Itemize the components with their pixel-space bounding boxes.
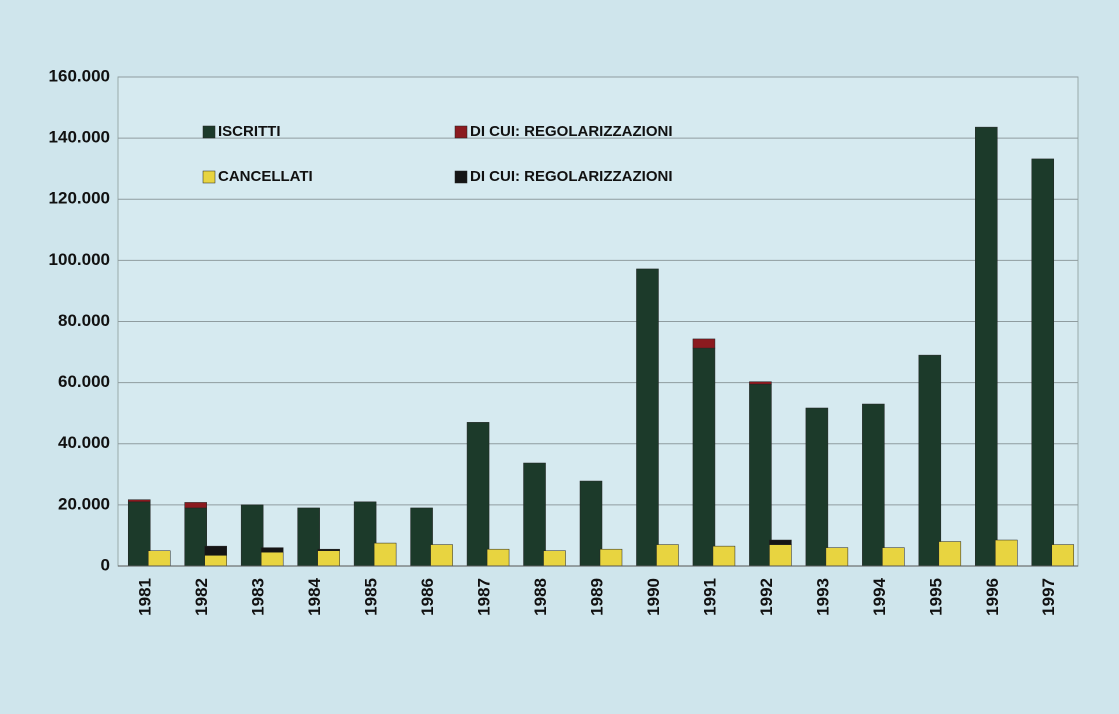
y-tick-label: 80.000 (58, 311, 110, 330)
legend-label: DI CUI: REGOLARIZZAZIONI (470, 123, 673, 140)
bar-segment (769, 544, 792, 567)
x-tick-label: 1987 (475, 578, 494, 616)
legend-label: CANCELLATI (218, 168, 313, 185)
bar-segment (523, 462, 546, 567)
bar-segment (918, 354, 942, 567)
x-tick-label: 1989 (587, 578, 606, 616)
y-tick-label: 20.000 (58, 494, 110, 513)
bar-segment (636, 268, 659, 567)
x-tick-label: 1982 (192, 578, 211, 616)
bar-segment (466, 422, 490, 567)
bar-segment (297, 507, 320, 567)
bar-segment (712, 545, 736, 567)
bar-segment (373, 542, 397, 567)
bar-segment (805, 407, 829, 567)
y-tick-label: 0 (101, 555, 110, 574)
y-tick-label: 40.000 (58, 433, 110, 452)
y-tick-label: 140.000 (49, 128, 110, 147)
bar-segment (825, 547, 849, 567)
bar-segment (938, 541, 962, 567)
bar-segment (692, 347, 716, 567)
bar-segment (975, 126, 998, 567)
x-tick-label: 1995 (926, 578, 945, 616)
bar-segment (260, 547, 284, 553)
x-tick-label: 1984 (305, 577, 324, 615)
y-tick-label: 100.000 (49, 250, 110, 269)
bar-segment (204, 545, 227, 556)
legend-swatch (202, 170, 216, 184)
bar-segment (184, 507, 207, 567)
bar-segment (127, 499, 151, 503)
y-tick-label: 60.000 (58, 372, 110, 391)
bar-segment (749, 381, 772, 385)
x-tick-label: 1992 (757, 578, 776, 616)
bar-segment (1031, 158, 1055, 567)
x-tick-label: 1990 (644, 578, 663, 616)
bar-segment (486, 548, 510, 567)
bar-segment (317, 550, 340, 567)
bar-segment (599, 548, 623, 567)
y-tick-label: 160.000 (49, 66, 110, 85)
legend-swatch (454, 125, 468, 139)
bar-segment (769, 539, 792, 545)
bar-segment (240, 504, 264, 567)
y-tick-label: 120.000 (49, 189, 110, 208)
bar-segment (579, 480, 603, 567)
bar-segment (410, 507, 433, 567)
legend-label: DI CUI: REGOLARIZZAZIONI (470, 168, 673, 185)
legend: ISCRITTI DI CUI: REGOLARIZZAZIONI CANCELLA… (202, 123, 673, 185)
bar-segment (430, 544, 453, 567)
bar-segment (1051, 544, 1075, 567)
x-tick-label: 1983 (249, 578, 268, 616)
bar-segment (749, 383, 772, 567)
bar-segment (862, 403, 885, 567)
x-tick-label: 1996 (983, 578, 1002, 616)
bar-segment (260, 551, 284, 567)
bar-segment (692, 338, 716, 349)
bar-segment (882, 547, 905, 567)
bar-segment (543, 550, 566, 567)
bar-segment (353, 501, 377, 567)
x-tick-label: 1993 (813, 578, 832, 616)
bar-segment (995, 539, 1018, 567)
bar-segment (656, 544, 679, 567)
bar-segment (184, 502, 207, 509)
x-tick-label: 1988 (531, 578, 550, 616)
x-tick-label: 1991 (700, 578, 719, 616)
bar-segment (147, 550, 171, 567)
bar-segment (204, 555, 227, 567)
bar-segment (127, 501, 151, 567)
legend-label: ISCRITTI (218, 123, 281, 140)
x-tick-label: 1986 (418, 578, 437, 616)
bar-segment (317, 548, 340, 551)
legend-swatch (454, 170, 468, 184)
x-tick-label: 1981 (136, 578, 155, 616)
legend-swatch (202, 125, 216, 139)
x-tick-label: 1985 (362, 578, 381, 616)
x-tick-label: 1994 (870, 577, 889, 615)
x-tick-label: 1997 (1039, 578, 1058, 616)
